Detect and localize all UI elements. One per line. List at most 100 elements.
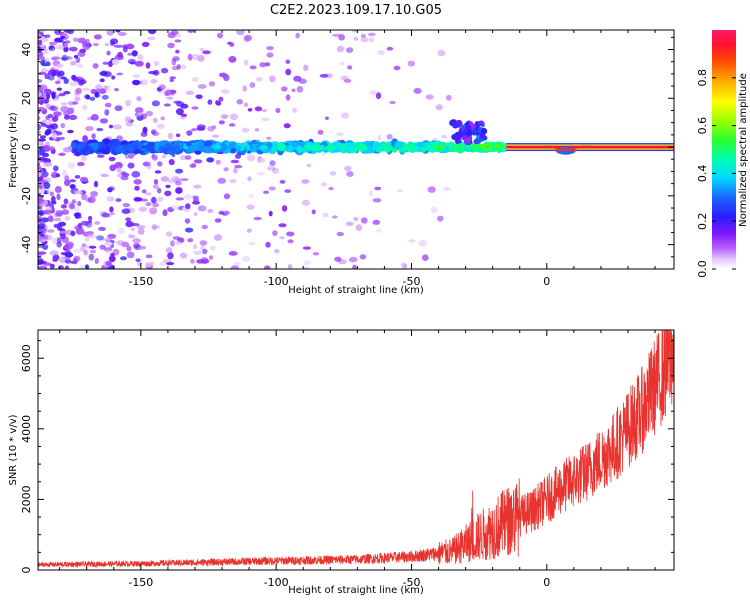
spectrogram-noise-blob <box>256 77 263 82</box>
colorbar-label: Normalized spectral amplitude <box>738 73 749 227</box>
snr-xtick-label: -100 <box>264 576 289 589</box>
spectrogram-noise-blob <box>242 256 251 262</box>
spectrogram-noise-blob <box>38 91 42 97</box>
spectrogram-noise-blob <box>145 254 153 259</box>
spectrogram-noise-blob <box>147 36 156 41</box>
spectrogram-noise-blob <box>49 41 58 46</box>
spectrogram-noise-blob <box>105 260 112 267</box>
spectrogram-noise-blob <box>167 252 174 260</box>
spectrogram-noise-blob <box>353 37 359 41</box>
spectrogram-noise-blob <box>229 56 235 62</box>
spectrogram-noise-blob <box>223 167 229 172</box>
spectrogram-noise-blob <box>125 217 132 222</box>
spectrogram-band-blob <box>158 146 165 152</box>
spectrogram-noise-blob <box>82 104 88 111</box>
spectrogram-noise-blob <box>69 203 75 209</box>
spectrogram-noise-blob <box>125 43 135 50</box>
spectrogram-noise-blob <box>192 244 198 250</box>
spectrogram-noise-blob <box>63 78 69 84</box>
spectrogram-noise-blob <box>93 180 99 188</box>
spectrogram-noise-blob <box>72 248 81 254</box>
spectrogram-band-blob <box>448 141 455 148</box>
spectrogram-noise-blob <box>219 72 228 78</box>
spectrogram-noise-blob <box>441 134 448 139</box>
spectrogram-noise-blob <box>266 136 272 140</box>
spectrogram-noise-blob <box>43 182 51 190</box>
spectrogram-noise-blob <box>72 77 80 82</box>
spectrogram-noise-blob <box>109 38 119 45</box>
spectrogram-noise-blob <box>193 159 203 164</box>
spectrogram-noise-blob <box>74 190 83 195</box>
spectrogram-noise-blob <box>59 136 65 141</box>
spectrogram-noise-blob <box>85 94 91 100</box>
spectrogram-noise-blob <box>60 105 69 113</box>
spectrogram-noise-blob <box>132 238 142 244</box>
spectrogram-ytick-label: 0 <box>20 144 33 151</box>
spectrogram-noise-blob <box>148 30 157 35</box>
spectrogram-noise-blob <box>81 193 88 201</box>
spectrogram-noise-blob <box>191 77 199 82</box>
spectrogram-noise-blob <box>185 90 195 96</box>
spectrogram-noise-blob <box>212 134 220 138</box>
spectrogram-noise-blob <box>184 218 191 224</box>
spectrogram-noise-blob <box>69 179 77 183</box>
spectrogram-noise-blob <box>53 165 59 172</box>
spectrogram-noise-blob <box>175 187 183 194</box>
spectrogram-noise-blob <box>437 49 446 57</box>
snr-xtick-label: -150 <box>128 576 153 589</box>
spectrogram-noise-blob <box>281 205 288 212</box>
spectrogram-noise-blob <box>116 173 124 178</box>
spectrogram-noise-blob <box>141 189 147 194</box>
spectrogram-band-blob <box>438 142 446 147</box>
spectrogram-noise-blob <box>191 106 199 110</box>
spectrogram-band-blob <box>471 128 477 136</box>
spectrogram-noise-blob <box>44 131 50 136</box>
spectrogram-noise-blob <box>142 126 148 134</box>
spectrogram-noise-blob <box>236 30 245 36</box>
spectrogram-noise-blob <box>183 194 193 200</box>
spectrogram-noise-blob <box>296 86 304 93</box>
spectrogram-noise-blob <box>295 32 300 39</box>
spectrogram-noise-blob <box>116 167 122 173</box>
spectrogram-noise-blob <box>127 58 136 65</box>
spectrogram-noise-blob <box>248 241 256 246</box>
spectrogram-noise-blob <box>115 30 121 33</box>
spectrogram-noise-blob <box>167 42 175 49</box>
spectrogram-noise-blob <box>101 212 110 218</box>
spectrogram-noise-blob <box>368 37 375 43</box>
spectrogram-noise-blob <box>38 33 42 40</box>
spectrogram-noise-blob <box>249 82 256 88</box>
spectrogram-noise-blob <box>74 212 81 218</box>
spectrogram-noise-blob <box>51 92 56 99</box>
spectrogram-noise-blob <box>201 259 210 264</box>
spectrogram-band-blob <box>480 127 488 135</box>
spectrogram-noise-blob <box>145 202 152 207</box>
spectrogram-noise-blob <box>42 244 49 250</box>
spectrogram-noise-blob <box>64 265 70 269</box>
spectrogram-noise-blob <box>233 261 241 267</box>
spectrogram-noise-blob <box>67 162 76 169</box>
spectrogram-noise-blob <box>306 163 312 168</box>
spectrogram-noise-blob <box>114 88 119 92</box>
spectrogram-noise-blob <box>103 85 108 90</box>
spectrogram-noise-blob <box>229 179 237 184</box>
spectrogram-noise-blob <box>81 156 87 162</box>
spectrogram-noise-blob <box>268 165 275 170</box>
spectrogram-noise-blob <box>169 76 176 80</box>
spectrogram-noise-blob <box>60 123 66 129</box>
spectrogram-noise-blob <box>43 199 49 205</box>
spectrogram-noise-blob <box>122 45 128 53</box>
spectrogram-noise-blob <box>41 47 48 52</box>
spectrogram-noise-blob <box>56 224 63 231</box>
spectrogram-noise-blob <box>63 42 68 48</box>
spectrogram-band-blob <box>405 144 415 152</box>
colorbar-tick-label: 0.8 <box>696 69 709 87</box>
spectrogram-noise-blob <box>41 239 46 243</box>
spectrogram-noise-blob <box>228 123 236 127</box>
spectrogram-noise-blob <box>85 231 94 238</box>
spectrogram-noise-blob <box>166 262 175 266</box>
spectrogram-noise-blob <box>154 170 162 174</box>
spectrogram-noise-blob <box>104 42 109 47</box>
snr-ticks: -150 -100 -50 0 0 2000 4000 6000 <box>20 330 674 589</box>
spectrogram-noise-blob <box>168 159 175 166</box>
